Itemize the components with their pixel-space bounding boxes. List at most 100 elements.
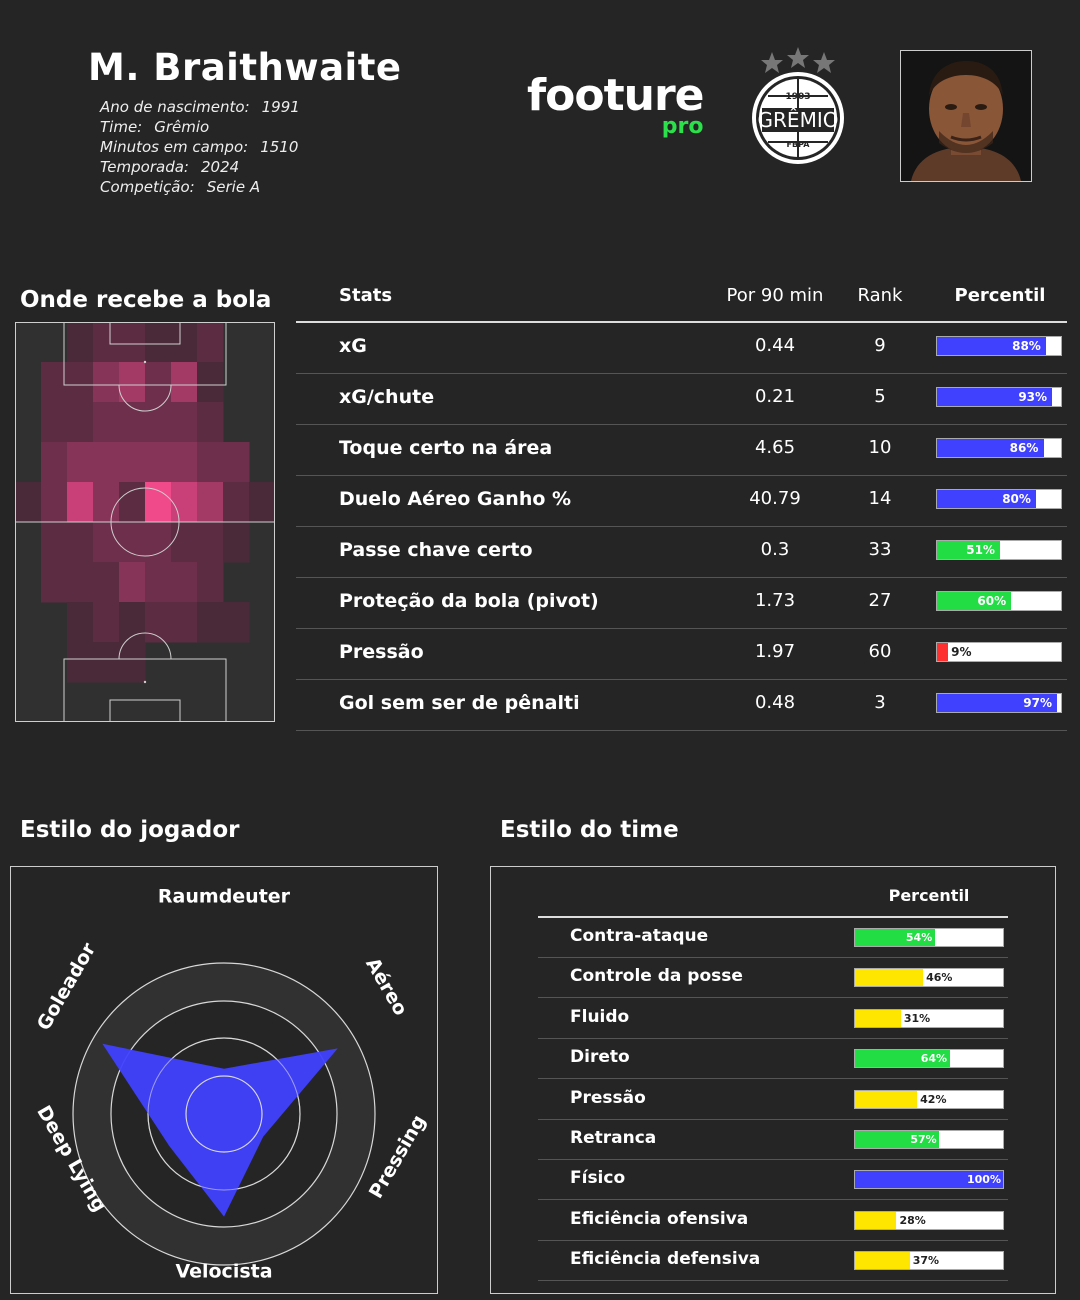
heatmap-cell (223, 522, 250, 563)
radar-axis-label: Velocista (175, 1261, 272, 1283)
stat-name: Duelo Aéreo Ganho % (339, 488, 572, 510)
team-style-pct: 64% (920, 1052, 948, 1066)
stat-per90: 1.73 (754, 590, 796, 611)
heatmap-cell (171, 402, 198, 443)
team-style-divider (538, 916, 1008, 918)
stat-name: Proteção da bola (pivot) (339, 590, 599, 612)
gremio-crest-icon: 1903 GRÊMIO FBPA (748, 46, 848, 175)
pitch-top-arc (118, 384, 172, 412)
stat-rank: 5 (874, 386, 886, 407)
stat-percentile-bar: 9% (936, 642, 1062, 662)
player-info-row: Ano de nascimento: 1991 (100, 97, 300, 117)
stat-rank: 60 (868, 641, 892, 662)
stat-rank: 14 (868, 488, 892, 509)
heatmap-cell (67, 562, 94, 603)
team-style-name: Pressão (570, 1087, 646, 1108)
player-style-box: Raumdeuter Aéreo Pressing Velocista Deep Lyi… (10, 866, 438, 1294)
team-style-bar: 100% (854, 1170, 1004, 1190)
player-info-label: Time: (100, 118, 143, 136)
heatmap-cell (145, 442, 172, 483)
stat-name: Pressão (339, 641, 424, 663)
stats-row: Pressão 1.97 60 9% (296, 628, 1067, 680)
team-style-row: Eficiência ofensiva 28% (538, 1200, 1008, 1241)
team-style-fill (855, 1131, 940, 1148)
heatmap-cell (119, 522, 146, 563)
stat-percentile-label: 93% (1018, 390, 1048, 404)
stat-percentile-bar: 60% (936, 591, 1062, 611)
heatmap-cell (197, 402, 224, 443)
heatmap-cell (197, 362, 224, 403)
stats-col-per90: Por 90 min (726, 285, 824, 306)
heatmap-cell (119, 362, 146, 403)
team-style-fill (855, 1211, 897, 1229)
team-style-bar: 37% (854, 1251, 1004, 1271)
team-style-title: Estilo do time (500, 817, 679, 843)
heatmap-cell (171, 522, 198, 563)
team-style-name: Eficiência defensiva (570, 1249, 761, 1270)
heatmap-cell (93, 322, 120, 363)
heatmap-cell (93, 602, 120, 643)
stat-rank: 3 (874, 692, 886, 713)
team-style-row: Pressão 42% (538, 1079, 1008, 1120)
stat-percentile-fill (937, 490, 1037, 508)
heatmap-cell (197, 482, 224, 523)
stat-percentile-label: 88% (1012, 339, 1041, 353)
stat-per90: 0.21 (754, 386, 796, 407)
stat-percentile-bar: 93% (936, 387, 1062, 407)
team-style-row: Direto 64% (538, 1038, 1008, 1080)
team-style-bar: 64% (854, 1049, 1004, 1069)
stat-per90: 1.97 (754, 641, 796, 662)
heatmap-cell (67, 362, 94, 403)
stat-percentile-label: 51% (966, 543, 995, 557)
team-style-fill (855, 1090, 918, 1108)
heatmap-cell (171, 562, 198, 603)
stat-percentile-fill (937, 337, 1047, 355)
heatmap-cell (93, 562, 120, 603)
heatmap-cell (223, 602, 250, 643)
player-info-value: 1510 (260, 138, 299, 156)
stats-col-rank: Rank (857, 285, 903, 306)
team-style-pct: 46% (926, 971, 953, 985)
heatmap-cell (119, 322, 146, 363)
stat-percentile-bar: 51% (936, 540, 1062, 560)
heatmap-cell (197, 442, 224, 483)
team-style-fill (855, 1009, 901, 1027)
heatmap-cell (171, 362, 198, 403)
heatmap-cell (197, 522, 224, 563)
team-style-row: Contra-ataque 54% (538, 917, 1008, 958)
team-style-pct: 54% (905, 931, 933, 944)
stats-row: Gol sem ser de pênalti 0.48 3 97% (296, 679, 1067, 731)
player-info-label: Minutos em campo: (100, 138, 249, 156)
stat-percentile-bar: 80% (936, 489, 1062, 509)
team-style-name: Físico (570, 1168, 626, 1189)
radar-ring-3-overlay (147, 1037, 301, 1191)
heatmap-cell (119, 642, 146, 683)
stat-percentile-fill (937, 643, 949, 661)
team-style-name: Fluido (570, 1006, 630, 1027)
team-style-name: Controle da posse (570, 966, 743, 987)
heatmap-cell (67, 522, 94, 563)
team-style-header: Percentil (888, 886, 970, 905)
heatmap-cell (145, 562, 172, 603)
team-style-row: Físico 100% (538, 1159, 1008, 1201)
crest-year: 1903 (785, 92, 810, 102)
heatmap-cell (67, 602, 94, 643)
player-info-value: Grêmio (154, 118, 210, 136)
heatmap-cell (171, 482, 198, 523)
team-style-bar: 28% (854, 1210, 1004, 1230)
heatmap-cell (171, 442, 198, 483)
player-info-value: Serie A (206, 178, 261, 196)
team-style-row: Fluido 31% (538, 998, 1008, 1039)
stats-col-percentil: Percentil (954, 285, 1046, 306)
team-style-pct: 42% (920, 1092, 947, 1106)
stats-row: xG/chute 0.21 5 93% (296, 373, 1067, 425)
heatmap-cell (119, 442, 146, 483)
heatmap-cell (93, 482, 120, 523)
team-style-pct: 28% (899, 1213, 926, 1227)
stat-percentile-label: 97% (1023, 696, 1052, 710)
heatmap-cell (145, 402, 172, 443)
stat-name: Passe chave certo (339, 539, 533, 561)
stat-name: Gol sem ser de pênalti (339, 692, 580, 714)
pitch-top-spot (143, 360, 147, 364)
stat-per90: 0.44 (754, 335, 796, 356)
